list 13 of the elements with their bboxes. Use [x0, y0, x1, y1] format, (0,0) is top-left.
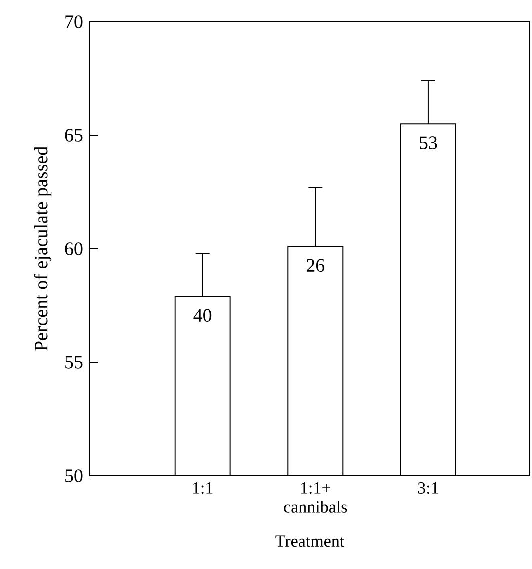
y-axis-title: Percent of ejaculate passed — [34, 146, 52, 352]
y-tick-label: 55 — [66, 356, 83, 369]
y-tick-label: 50 — [66, 470, 83, 482]
x-tick-label: 3:1 — [418, 482, 438, 494]
y-tick-label: 60 — [65, 242, 83, 256]
x-axis-title: Treatment — [276, 536, 345, 548]
annotation: 40 — [194, 309, 212, 322]
y-tick-label: 65 — [65, 129, 83, 142]
annotation: 26 — [306, 259, 325, 272]
x-tick-label: 1:1 — [193, 482, 213, 494]
x-tick-label: 1:1+ cannibals — [284, 482, 348, 513]
annotation: 53 — [420, 136, 438, 150]
y-tick-label: 70 — [66, 16, 83, 28]
